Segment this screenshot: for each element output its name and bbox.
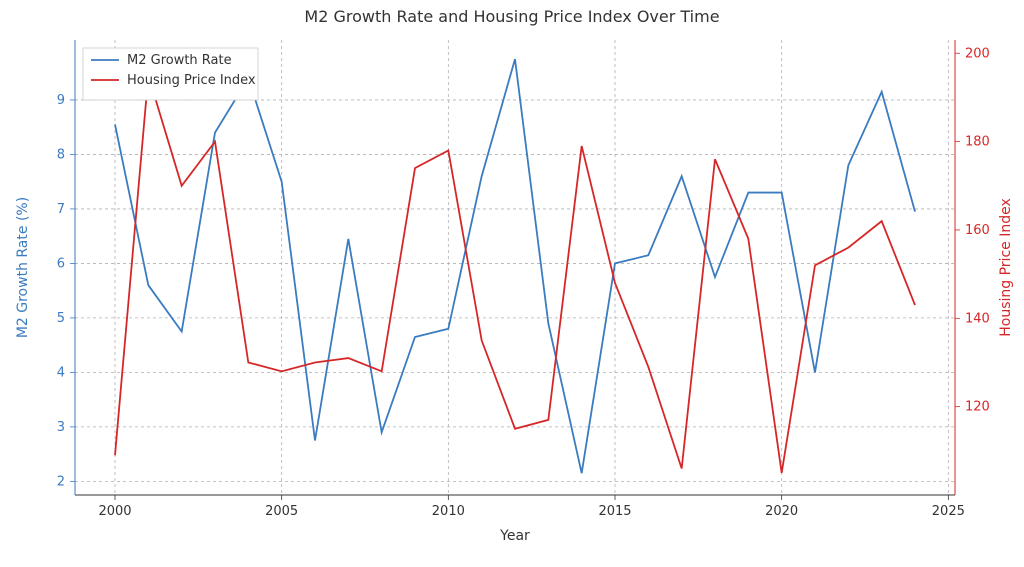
y-left-tick-label: 7 xyxy=(57,202,65,217)
y-left-axis-label: M2 Growth Rate (%) xyxy=(15,197,31,338)
y-left-tick-label: 8 xyxy=(57,147,65,162)
y-left-tick-label: 5 xyxy=(57,311,65,326)
x-tick-label: 2000 xyxy=(98,504,131,519)
y-left-tick-label: 9 xyxy=(57,93,65,108)
y-left-tick-label: 4 xyxy=(57,365,65,380)
x-tick-label: 2025 xyxy=(932,504,965,519)
y-right-tick-label: 200 xyxy=(965,46,990,61)
x-axis-label: Year xyxy=(499,528,530,544)
y-right-tick-label: 140 xyxy=(965,311,990,326)
y-left-tick-label: 2 xyxy=(57,474,65,489)
legend-label: Housing Price Index xyxy=(127,73,256,88)
series-line-1 xyxy=(115,75,915,473)
x-tick-label: 2015 xyxy=(598,504,631,519)
y-right-axis-label: Housing Price Index xyxy=(998,198,1014,337)
x-tick-label: 2005 xyxy=(265,504,298,519)
chart-svg: 2000 2005 2010 2015 2020 2025 2 3 4 5 6 7 8 9 120 140 16… xyxy=(0,0,1024,567)
x-tick-label: 2020 xyxy=(765,504,798,519)
legend-label: M2 Growth Rate xyxy=(127,53,232,68)
y-left-tick-label: 6 xyxy=(57,256,65,271)
x-tick-label: 2010 xyxy=(432,504,465,519)
y-left-tick-label: 3 xyxy=(57,420,65,435)
series-line-0 xyxy=(115,59,915,473)
y-right-tick-label: 160 xyxy=(965,223,990,238)
y-right-tick-label: 120 xyxy=(965,400,990,415)
y-right-tick-label: 180 xyxy=(965,135,990,150)
chart-container: 2000 2005 2010 2015 2020 2025 2 3 4 5 6 7 8 9 120 140 16… xyxy=(0,0,1024,567)
chart-title: M2 Growth Rate and Housing Price Index O… xyxy=(304,7,719,26)
